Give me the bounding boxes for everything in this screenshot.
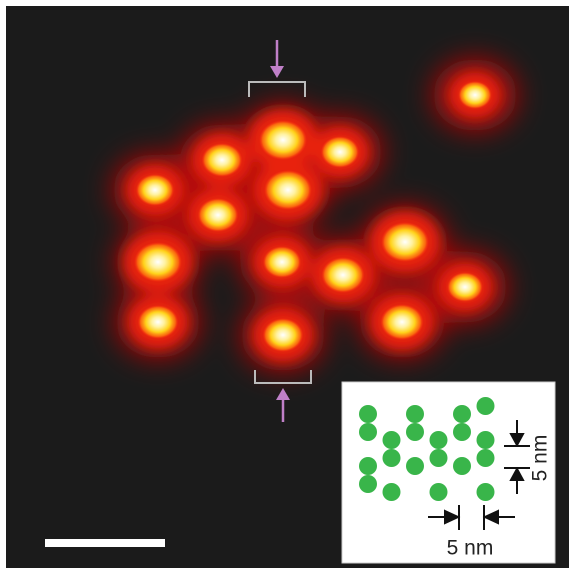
lattice-dot [359,475,377,493]
vertical-scale-label: 5 nm [529,435,552,482]
lattice-dot [430,431,448,449]
lattice-dot [430,483,448,501]
bright-spot [381,222,429,262]
lattice-dot [359,457,377,475]
figure: 5 nm 5 nm [0,0,575,574]
bright-spot [380,304,423,340]
bright-spot [134,242,182,282]
lattice-dot [453,405,471,423]
lattice-dot [477,483,495,501]
lattice-dot [383,431,401,449]
bright-spot [202,143,243,177]
lattice-dot [430,449,448,467]
lattice-dot [383,483,401,501]
horizontal-scale-label: 5 nm [447,537,494,560]
lattice-dot [359,405,377,423]
bright-spot [259,120,307,160]
bright-spot [321,136,359,168]
lattice-dot [453,423,471,441]
bright-spot [447,272,483,302]
bright-spot [321,257,364,293]
bright-spot [263,318,304,352]
lattice-dot [477,431,495,449]
page: 5 nm 5 nm (() => { const data = JSON.par… [0,0,575,574]
bright-spot [458,81,492,109]
bright-spot [264,170,312,210]
lattice-dot [383,449,401,467]
lattice-dot [359,423,377,441]
lattice-dot [406,423,424,441]
lattice-dot [453,457,471,475]
bright-spot [198,198,239,232]
lattice-dot [406,405,424,423]
lattice-dot [406,457,424,475]
lattice-dot [477,449,495,467]
bright-spot [263,246,301,278]
bright-spot [138,305,179,339]
lattice-dot [477,397,495,415]
bright-spot [136,174,174,206]
scale-bar [45,539,165,547]
